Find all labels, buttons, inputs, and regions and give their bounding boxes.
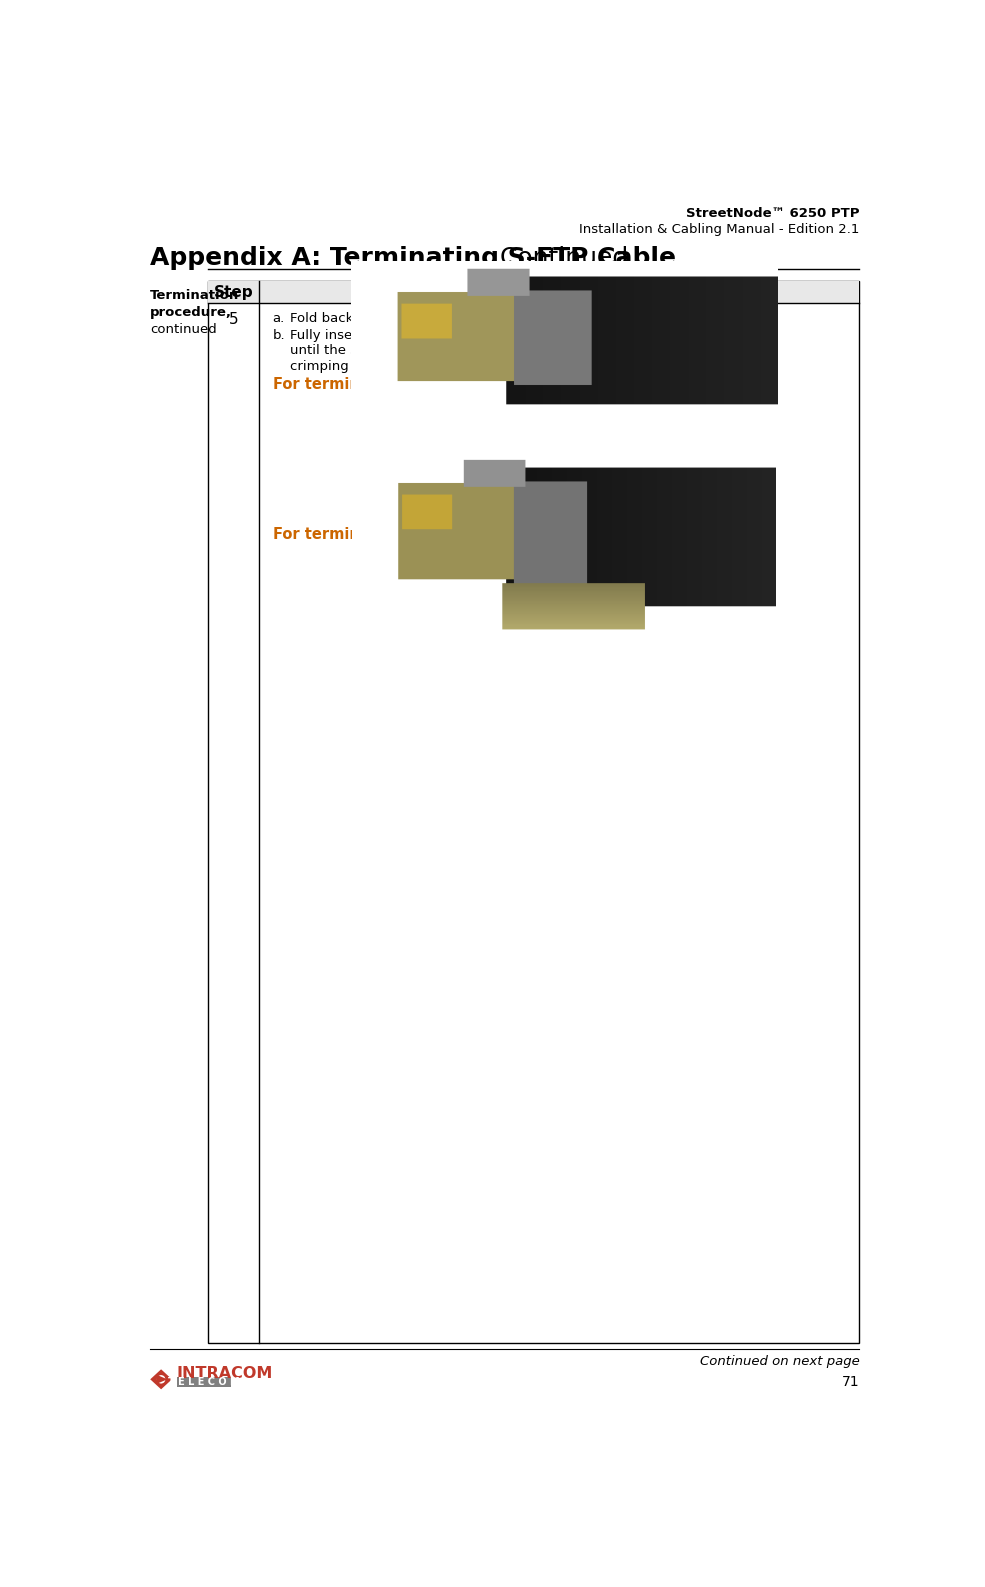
Text: StreetNode™ 6250 PTP: StreetNode™ 6250 PTP bbox=[686, 208, 859, 221]
Text: For termination type B:: For termination type B: bbox=[273, 527, 467, 543]
Bar bbox=[209, 281, 859, 1343]
Polygon shape bbox=[157, 1374, 167, 1384]
Text: Installation & Cabling Manual - Edition 2.1: Installation & Cabling Manual - Edition … bbox=[579, 222, 859, 236]
Text: Fold back the crimping terminal of the connector.: Fold back the crimping terminal of the c… bbox=[290, 313, 620, 325]
Text: continued: continued bbox=[151, 322, 217, 336]
Text: Fully insert wire guide and cable into the connector’s body: Fully insert wire guide and cable into t… bbox=[290, 329, 683, 343]
Bar bbox=[209, 281, 859, 303]
Text: Termination: Termination bbox=[151, 289, 239, 302]
Bar bbox=[176, 1378, 230, 1387]
Text: Step: Step bbox=[214, 284, 253, 300]
Text: T E L E C O M: T E L E C O M bbox=[167, 1378, 239, 1387]
Text: 71: 71 bbox=[842, 1374, 859, 1389]
Text: crimping position.: crimping position. bbox=[290, 360, 410, 373]
Text: Appendix A: Terminating S-FTP Cable,: Appendix A: Terminating S-FTP Cable, bbox=[151, 246, 686, 270]
Text: Action: Action bbox=[532, 284, 586, 300]
Text: until the shield (overlapping the jacket’s end) reaches the: until the shield (overlapping the jacket… bbox=[290, 344, 678, 357]
Text: a.: a. bbox=[273, 313, 285, 325]
Text: For termination type A:: For termination type A: bbox=[273, 378, 467, 392]
Polygon shape bbox=[151, 1370, 172, 1389]
Text: Continued: Continued bbox=[492, 246, 628, 270]
Text: 5: 5 bbox=[229, 313, 238, 327]
Text: INTRACOM: INTRACOM bbox=[176, 1366, 273, 1381]
Text: procedure,: procedure, bbox=[151, 306, 232, 319]
Circle shape bbox=[157, 1374, 165, 1384]
Text: Continued on next page: Continued on next page bbox=[699, 1355, 859, 1368]
Text: b.: b. bbox=[273, 329, 286, 343]
